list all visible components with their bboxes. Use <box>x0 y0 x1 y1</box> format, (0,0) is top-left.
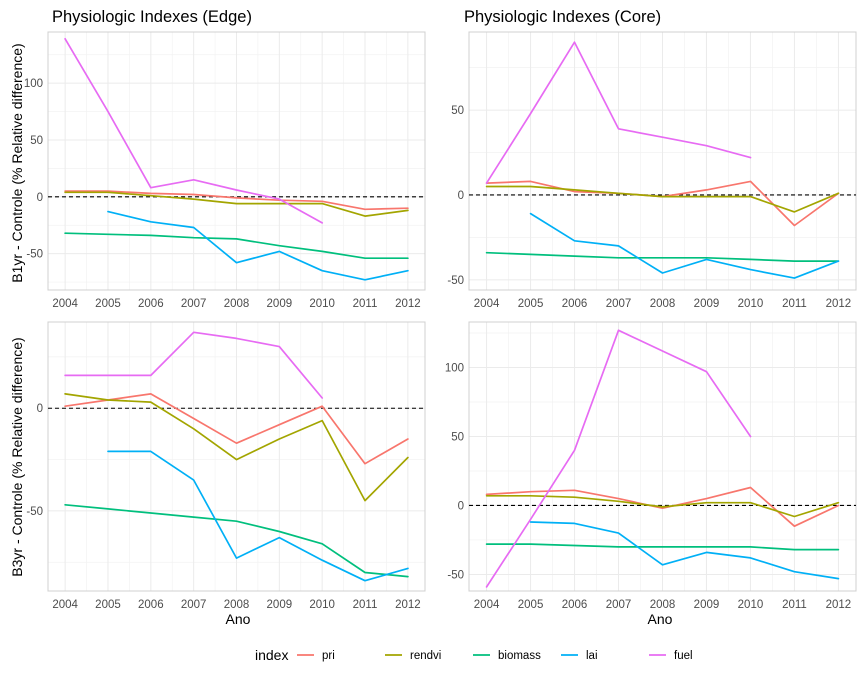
x-tick-label: 2006 <box>138 599 164 611</box>
x-tick-label: 2012 <box>826 599 852 611</box>
x-tick-label: 2011 <box>782 599 807 611</box>
chart-panels: 2004 2005 2006 2007 2008 2009 2010 2011 2012 -50 0… <box>24 8 857 611</box>
panel-title: Physiologic Indexes (Core) <box>464 8 661 26</box>
panel-3: 2004 2005 2006 2007 2008 2009 2010 2011 2012 -50 0 <box>26 321 426 611</box>
x-tick-label: 2012 <box>395 298 421 310</box>
series-line-pri <box>485 486 840 528</box>
legend: index pri rendvi biomass lai fuel <box>255 647 693 663</box>
x-tick-label: 2004 <box>474 298 500 310</box>
x-tick-label: 2006 <box>562 599 588 611</box>
y-tick-label: 50 <box>451 431 464 443</box>
x-axis-label-left: Ano <box>226 611 251 627</box>
series-line-rendvi <box>485 185 840 213</box>
y-axis-label-bottom: B3yr - Controle (% Relative difference) <box>9 337 25 576</box>
legend-label-biomass: biomass <box>498 650 541 662</box>
y-tick-label: 50 <box>30 135 43 147</box>
x-tick-label: 2009 <box>694 298 720 310</box>
y-axis-label-top: B1yr - Controle (% Relative difference) <box>9 43 25 282</box>
panel-border <box>468 31 857 291</box>
x-tick-label: 2010 <box>738 298 764 310</box>
grid <box>48 322 425 591</box>
y-tick-label: 0 <box>458 190 464 202</box>
y-tick-label: 100 <box>24 78 43 90</box>
x-tick-label: 2008 <box>650 298 676 310</box>
y-tick-label: 50 <box>451 105 464 117</box>
x-tick-label: 2007 <box>181 298 207 310</box>
x-tick-label: 2011 <box>353 599 378 611</box>
x-tick-label: 2010 <box>309 298 335 310</box>
series-line-fuel <box>485 41 752 184</box>
x-tick-label: 2005 <box>518 298 544 310</box>
series-line-biomass <box>64 232 409 260</box>
panel-1: 2004 2005 2006 2007 2008 2009 2010 2011 2012 -50 0… <box>24 8 426 310</box>
x-tick-label: 2004 <box>52 298 78 310</box>
x-tick-label: 2009 <box>267 298 293 310</box>
y-tick-label: -50 <box>26 249 43 261</box>
x-tick-label: 2008 <box>224 298 250 310</box>
x-tick-label: 2004 <box>52 599 78 611</box>
x-tick-label: 2011 <box>782 298 807 310</box>
panel-4: 2004 2005 2006 2007 2008 2009 2010 2011 2012 -50 0… <box>445 321 857 611</box>
x-tick-label: 2011 <box>353 298 378 310</box>
panel-border <box>47 321 426 592</box>
series-line-lai <box>529 212 840 279</box>
series-line-fuel <box>64 37 324 224</box>
series-line-fuel <box>64 331 324 399</box>
y-tick-label: 0 <box>37 192 43 204</box>
series-line-lai <box>107 450 409 582</box>
series-line-rendvi <box>64 393 409 502</box>
x-tick-label: 2009 <box>694 599 720 611</box>
y-tick-label: 100 <box>445 363 464 375</box>
y-tick-label: -50 <box>447 275 464 287</box>
x-tick-label: 2012 <box>826 298 852 310</box>
x-tick-label: 2005 <box>95 599 121 611</box>
x-tick-label: 2006 <box>562 298 588 310</box>
legend-label-pri: pri <box>322 650 335 662</box>
x-tick-label: 2007 <box>181 599 207 611</box>
legend-label-rendvi: rendvi <box>410 650 441 662</box>
legend-label-lai: lai <box>586 650 598 662</box>
x-tick-label: 2005 <box>95 298 121 310</box>
series-line-rendvi <box>64 191 409 217</box>
grid <box>48 32 425 290</box>
x-tick-label: 2005 <box>518 599 544 611</box>
series-line-biomass <box>485 543 840 551</box>
series-line-lai <box>529 521 840 580</box>
x-tick-label: 2009 <box>267 599 293 611</box>
series-line-biomass <box>485 251 840 262</box>
x-tick-label: 2006 <box>138 298 164 310</box>
x-tick-label: 2010 <box>738 599 764 611</box>
panel-border <box>468 321 857 592</box>
legend-title: index <box>255 647 288 663</box>
x-tick-label: 2007 <box>606 298 632 310</box>
legend-label-fuel: fuel <box>674 650 693 662</box>
panel-title: Physiologic Indexes (Edge) <box>52 8 252 26</box>
panel-2: 2004 2005 2006 2007 2008 2009 2010 2011 2012 -50 0… <box>447 8 857 310</box>
series-line-fuel <box>485 329 752 588</box>
series-line-lai <box>107 210 409 281</box>
y-tick-label: -50 <box>26 506 43 518</box>
x-tick-label: 2008 <box>224 599 250 611</box>
y-tick-label: 0 <box>37 403 43 415</box>
x-tick-label: 2008 <box>650 599 676 611</box>
series-line-pri <box>64 393 409 465</box>
x-axis-label-right: Ano <box>648 611 673 627</box>
y-tick-label: -50 <box>447 569 464 581</box>
x-tick-label: 2012 <box>395 599 421 611</box>
x-tick-label: 2007 <box>606 599 632 611</box>
series-line-biomass <box>64 503 409 578</box>
y-tick-label: 0 <box>458 500 464 512</box>
series-line-pri <box>64 190 409 211</box>
x-tick-label: 2010 <box>309 599 335 611</box>
panel-border <box>47 31 426 291</box>
x-tick-label: 2004 <box>474 599 500 611</box>
